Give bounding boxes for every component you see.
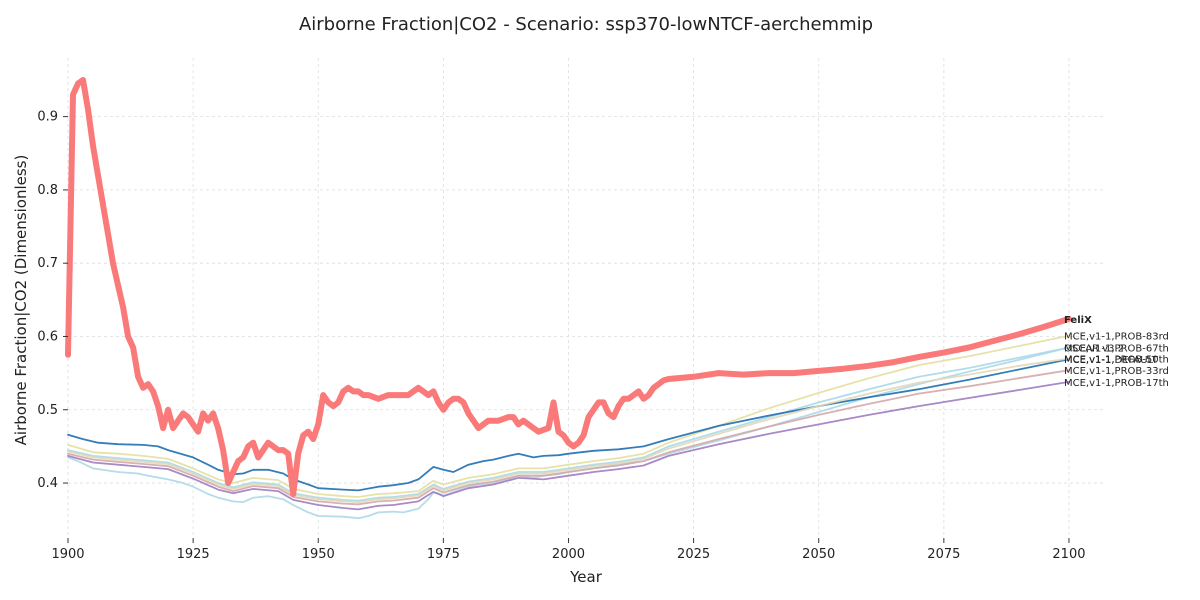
y-tick-label: 0.5 [37,403,58,418]
series-end-label: MCE,v1-1,PROB-67th [1064,343,1169,354]
y-tick-label: 0.9 [37,110,58,125]
x-tick-label: 1950 [302,547,335,562]
x-axis-label: Year [569,568,603,586]
x-tick-label: 1900 [51,547,84,562]
y-tick-label: 0.4 [37,476,58,491]
series-end-label: OSCAR v3.2 [1064,343,1124,354]
x-tick-label: 2025 [677,547,710,562]
series-line [67,358,1070,492]
y-tick-label: 0.6 [37,329,58,344]
y-axis-ticks: 0.4 0.5 0.6 0.7 0.8 0.9 [37,110,68,491]
series-line [67,334,1070,498]
series-layer [65,77,1072,520]
x-tick-label: 2050 [802,547,835,562]
grid-lines [67,58,1104,538]
series-end-label: MCE,v1-1,PROB-83rd [1064,332,1169,343]
x-tick-label: 1925 [177,547,210,562]
series-end-label: MCE,v1-1,PROB-50th [1064,354,1169,365]
x-tick-label: 1975 [427,547,460,562]
x-axis-ticks: 1900 1925 1950 1975 2000 2025 2050 2075 2100 [51,538,1086,562]
x-tick-label: 2000 [552,547,585,562]
series-line [67,381,1070,511]
series-line [67,369,1070,506]
chart-title: Airborne Fraction|CO2 - Scenario: ssp370… [299,14,873,35]
series-line [65,77,1072,497]
x-tick-label: 2100 [1052,547,1085,562]
series-end-label: MCE,v1-1,PROB-17th [1064,378,1169,389]
end-labels: FeliX MCE,v1-1,PROB-83rdMCE,v1-1,PROB-67t… [1064,315,1169,389]
y-axis-label: Airborne Fraction|CO2 (Dimensionless) [12,155,30,446]
series-end-label: MCE,v1-1,DEFAULT [1064,355,1159,366]
series-end-label: MCE,v1-1,PROB-33rd [1064,366,1169,377]
series-line [67,357,1070,503]
y-tick-label: 0.8 [37,183,58,198]
x-tick-label: 2075 [927,547,960,562]
series-end-label: FeliX [1064,315,1092,326]
y-tick-label: 0.7 [37,256,58,271]
